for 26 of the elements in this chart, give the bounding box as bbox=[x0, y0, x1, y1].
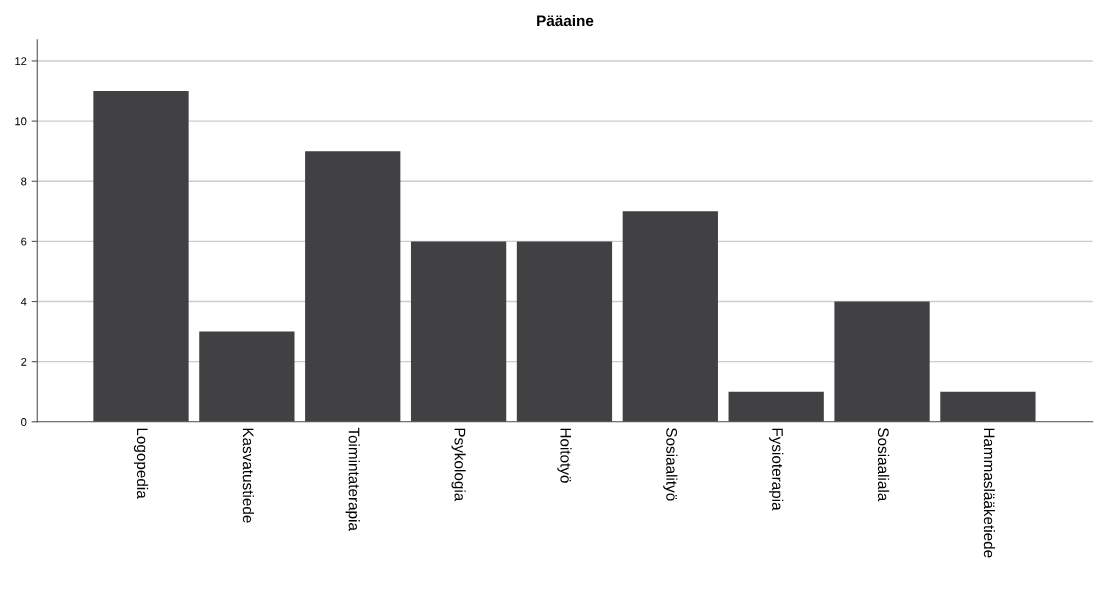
bar bbox=[410, 241, 507, 422]
y-tick-label: 4 bbox=[20, 297, 27, 306]
bar bbox=[199, 331, 295, 422]
x-tick-label: Kasvatustiede bbox=[242, 428, 254, 523]
bar bbox=[622, 211, 718, 422]
x-tick-label: Hoitotyö bbox=[557, 428, 572, 483]
y-tick-label: 8 bbox=[21, 177, 27, 186]
bar bbox=[940, 391, 1036, 422]
bar bbox=[305, 151, 401, 422]
bar bbox=[93, 91, 189, 422]
x-tick-label: Hammaslääketiede bbox=[983, 428, 996, 558]
x-tick-label: Fysioterapia bbox=[769, 428, 784, 511]
x-tick-label: Toimintaterapia bbox=[345, 427, 360, 531]
bar bbox=[516, 241, 613, 422]
x-tick-label: Psykologia bbox=[451, 428, 466, 502]
bar bbox=[728, 391, 824, 422]
y-tick-label: 2 bbox=[21, 357, 27, 366]
y-tick-label: 12 bbox=[15, 57, 27, 65]
chart-title: Pääaine bbox=[537, 14, 594, 27]
y-tick-label: 10 bbox=[15, 117, 27, 126]
x-tick-label: Logopedia bbox=[133, 428, 149, 499]
y-tick-label: 0 bbox=[21, 418, 27, 426]
x-tick-label: Sosiaaliala bbox=[877, 428, 890, 502]
y-tick-label: 6 bbox=[21, 237, 27, 246]
bar bbox=[834, 301, 930, 422]
x-tick-label: Sosiaalityö bbox=[663, 428, 678, 501]
